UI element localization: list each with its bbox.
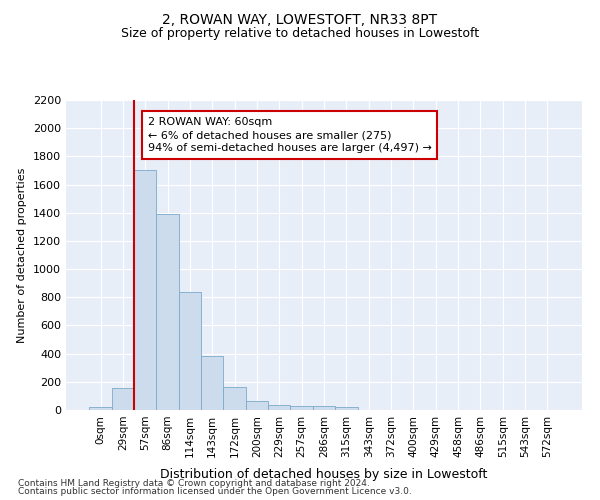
Y-axis label: Number of detached properties: Number of detached properties: [17, 168, 28, 342]
X-axis label: Distribution of detached houses by size in Lowestoft: Distribution of detached houses by size …: [160, 468, 488, 481]
Text: 2, ROWAN WAY, LOWESTOFT, NR33 8PT: 2, ROWAN WAY, LOWESTOFT, NR33 8PT: [163, 12, 437, 26]
Text: 2 ROWAN WAY: 60sqm
← 6% of detached houses are smaller (275)
94% of semi-detache: 2 ROWAN WAY: 60sqm ← 6% of detached hous…: [148, 117, 431, 154]
Bar: [134, 170, 157, 410]
Bar: [246, 401, 268, 410]
Bar: [335, 407, 358, 410]
Bar: [89, 407, 112, 410]
Bar: [201, 356, 223, 410]
Bar: [268, 404, 290, 410]
Text: Contains public sector information licensed under the Open Government Licence v3: Contains public sector information licen…: [18, 487, 412, 496]
Bar: [313, 406, 335, 410]
Bar: [157, 214, 179, 410]
Text: Contains HM Land Registry data © Crown copyright and database right 2024.: Contains HM Land Registry data © Crown c…: [18, 478, 370, 488]
Bar: [290, 406, 313, 410]
Text: Size of property relative to detached houses in Lowestoft: Size of property relative to detached ho…: [121, 28, 479, 40]
Bar: [223, 387, 246, 410]
Bar: [179, 292, 201, 410]
Bar: [112, 388, 134, 410]
